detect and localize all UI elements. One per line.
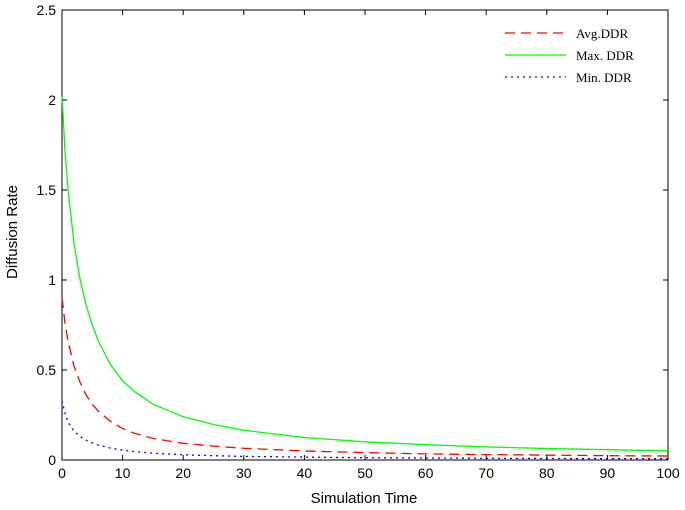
plot-frame <box>61 9 669 461</box>
x-tick-label: 90 <box>600 465 616 481</box>
y-tick-label: 2.5 <box>37 2 57 18</box>
y-axis-ticks: 0 0.5 1 1.5 2 2.5 <box>37 2 668 468</box>
legend-label-2: Min. DDR <box>576 70 632 85</box>
x-tick-label: 70 <box>478 465 494 481</box>
legend: Avg.DDR Max. DDR Min. DDR <box>505 26 634 85</box>
x-axis-label: Simulation Time <box>311 490 418 507</box>
y-axis-label: Diffusion Rate <box>4 185 21 279</box>
x-axis-ticks: 0 10 20 30 40 50 60 70 80 90 100 <box>58 10 680 481</box>
y-tick-label: 0 <box>48 452 56 468</box>
legend-label-0: Avg.DDR <box>576 26 628 41</box>
x-tick-label: 80 <box>539 465 555 481</box>
x-tick-label: 40 <box>297 465 313 481</box>
x-tick-label: 100 <box>656 465 680 481</box>
x-tick-label: 60 <box>418 465 434 481</box>
series-line-2 <box>61 400 669 460</box>
x-tick-label: 0 <box>58 465 66 481</box>
series-line-0 <box>61 297 669 457</box>
x-tick-label: 20 <box>175 465 191 481</box>
y-tick-label: 0.5 <box>37 362 57 378</box>
series-layer <box>61 96 669 460</box>
y-tick-label: 1.5 <box>37 182 57 198</box>
x-tick-label: 30 <box>236 465 252 481</box>
y-tick-label: 2 <box>48 92 56 108</box>
legend-label-1: Max. DDR <box>576 48 634 63</box>
x-tick-label: 50 <box>357 465 373 481</box>
x-tick-label: 10 <box>115 465 131 481</box>
plot-area <box>61 9 669 461</box>
y-tick-label: 1 <box>48 272 56 288</box>
series-line-1 <box>61 96 669 452</box>
